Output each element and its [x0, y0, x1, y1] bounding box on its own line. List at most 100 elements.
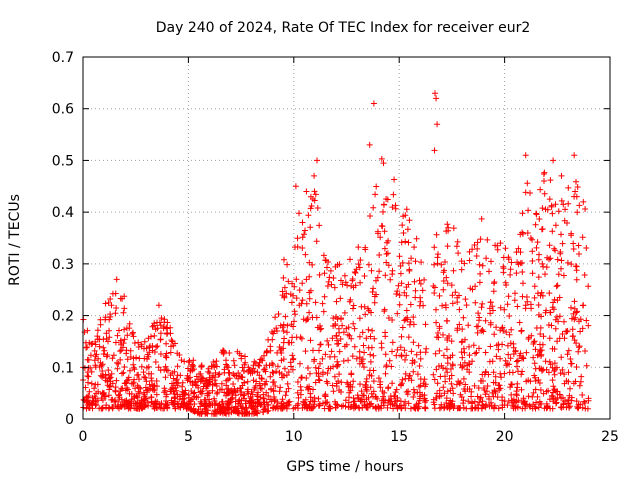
data-point — [344, 282, 351, 289]
data-point — [493, 324, 500, 331]
data-point — [525, 393, 532, 400]
data-point — [341, 343, 348, 350]
data-point — [278, 346, 285, 353]
data-point — [518, 386, 525, 393]
data-point — [404, 314, 411, 321]
data-point — [579, 392, 586, 398]
data-point — [513, 391, 520, 398]
data-point — [443, 228, 450, 235]
data-point — [150, 401, 157, 408]
data-point — [216, 401, 223, 408]
data-point — [554, 394, 561, 401]
data-point — [525, 207, 532, 214]
data-point — [130, 329, 136, 336]
data-point — [113, 377, 120, 384]
data-point — [557, 370, 564, 377]
data-point — [112, 388, 119, 395]
data-point — [502, 357, 509, 364]
data-point — [321, 293, 328, 300]
data-point — [417, 376, 424, 382]
data-point — [287, 291, 294, 298]
data-point — [223, 361, 230, 368]
data-point — [251, 368, 258, 375]
data-point — [461, 260, 468, 267]
data-point — [391, 400, 398, 407]
data-point — [431, 405, 438, 412]
data-point — [214, 389, 221, 396]
data-point — [113, 305, 120, 311]
data-point — [136, 355, 143, 362]
data-point — [254, 369, 261, 376]
data-point — [195, 394, 202, 401]
data-point — [456, 306, 463, 313]
data-point — [280, 356, 287, 363]
data-point — [371, 335, 378, 342]
data-point — [185, 392, 192, 398]
data-point — [112, 397, 119, 403]
data-point — [370, 100, 377, 107]
data-point — [115, 360, 122, 367]
data-point — [135, 405, 141, 412]
data-point — [385, 315, 392, 321]
data-point — [583, 245, 590, 251]
data-point — [535, 311, 542, 318]
data-point — [131, 366, 138, 373]
data-point — [302, 348, 309, 355]
y-tick-label: 0.7 — [52, 50, 74, 66]
data-point — [516, 352, 523, 359]
data-point — [536, 251, 542, 258]
data-point — [250, 377, 257, 384]
data-point — [449, 385, 456, 392]
data-point — [491, 387, 498, 394]
y-tick-label: 0.2 — [52, 309, 74, 325]
data-point — [546, 396, 553, 403]
data-point — [205, 365, 212, 372]
data-point — [202, 397, 209, 403]
data-point — [505, 254, 512, 261]
data-point — [507, 266, 514, 273]
data-point — [349, 353, 356, 360]
data-point — [309, 261, 316, 268]
data-point — [458, 349, 465, 356]
data-point — [163, 391, 170, 398]
data-point — [565, 397, 572, 404]
data-point — [272, 314, 279, 321]
data-point — [442, 378, 449, 385]
data-point — [573, 263, 580, 270]
data-point — [390, 191, 397, 198]
data-point — [374, 395, 381, 402]
data-point — [552, 316, 559, 323]
data-point — [350, 305, 356, 312]
data-point — [107, 313, 114, 320]
data-point — [340, 329, 347, 336]
data-point — [349, 276, 356, 282]
data-point — [506, 313, 513, 319]
data-point — [313, 314, 320, 321]
data-point — [307, 224, 314, 231]
data-point — [547, 361, 554, 368]
data-point — [332, 322, 339, 329]
data-point — [412, 258, 419, 265]
data-point — [367, 384, 374, 391]
data-point — [409, 357, 416, 364]
data-point — [434, 260, 441, 267]
data-point — [306, 295, 313, 302]
data-point — [284, 399, 290, 406]
data-point — [102, 300, 109, 307]
data-point — [263, 362, 270, 369]
data-point — [176, 403, 183, 410]
data-point — [284, 261, 291, 268]
data-point — [412, 287, 419, 294]
data-point — [488, 399, 494, 406]
data-point — [229, 394, 236, 401]
data-point — [486, 403, 493, 410]
data-point — [383, 239, 390, 246]
data-point — [575, 348, 582, 355]
data-point — [296, 302, 303, 309]
data-point — [280, 328, 287, 334]
data-point — [515, 245, 522, 252]
data-point — [501, 370, 508, 377]
data-point — [303, 188, 310, 195]
data-point — [567, 356, 574, 362]
